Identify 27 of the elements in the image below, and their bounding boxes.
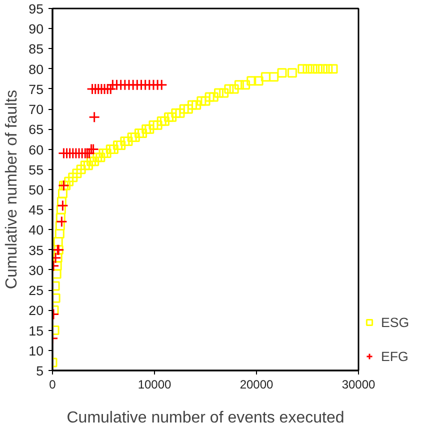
x-axis-title: Cumulative number of events executed xyxy=(66,410,344,426)
y-tick-label: 75 xyxy=(28,82,44,97)
y-tick-label: 20 xyxy=(28,303,44,318)
y-tick-label: 50 xyxy=(28,182,44,198)
legend-label: ESG xyxy=(381,314,410,330)
y-tick-label: 90 xyxy=(28,22,44,37)
y-tick-label: 55 xyxy=(28,162,44,178)
y-tick-label: 45 xyxy=(28,202,44,218)
x-tick-label: 20000 xyxy=(240,378,274,392)
y-tick-label: 10 xyxy=(28,343,44,358)
y-axis-title: Cumulative number of faults xyxy=(4,90,21,290)
y-tick-label: 15 xyxy=(28,323,44,338)
y-tick-label: 95 xyxy=(28,2,44,16)
y-tick-label: 80 xyxy=(28,62,44,77)
y-tick-label: 65 xyxy=(28,122,44,138)
y-tick-label: 60 xyxy=(28,142,44,158)
y-tick-label: 5 xyxy=(36,364,44,378)
x-tick-label: 30000 xyxy=(342,378,376,392)
y-tick-label: 25 xyxy=(28,283,44,298)
legend-label: EFG xyxy=(381,348,408,364)
y-tick-label: 30 xyxy=(28,262,44,278)
y-tick-label: 40 xyxy=(28,222,44,238)
y-tick-label: 85 xyxy=(28,42,44,57)
x-tick-label: 0 xyxy=(49,378,56,392)
y-tick-label: 70 xyxy=(28,102,44,118)
x-tick-label: 10000 xyxy=(138,378,172,392)
y-tick-label: 35 xyxy=(28,242,44,258)
